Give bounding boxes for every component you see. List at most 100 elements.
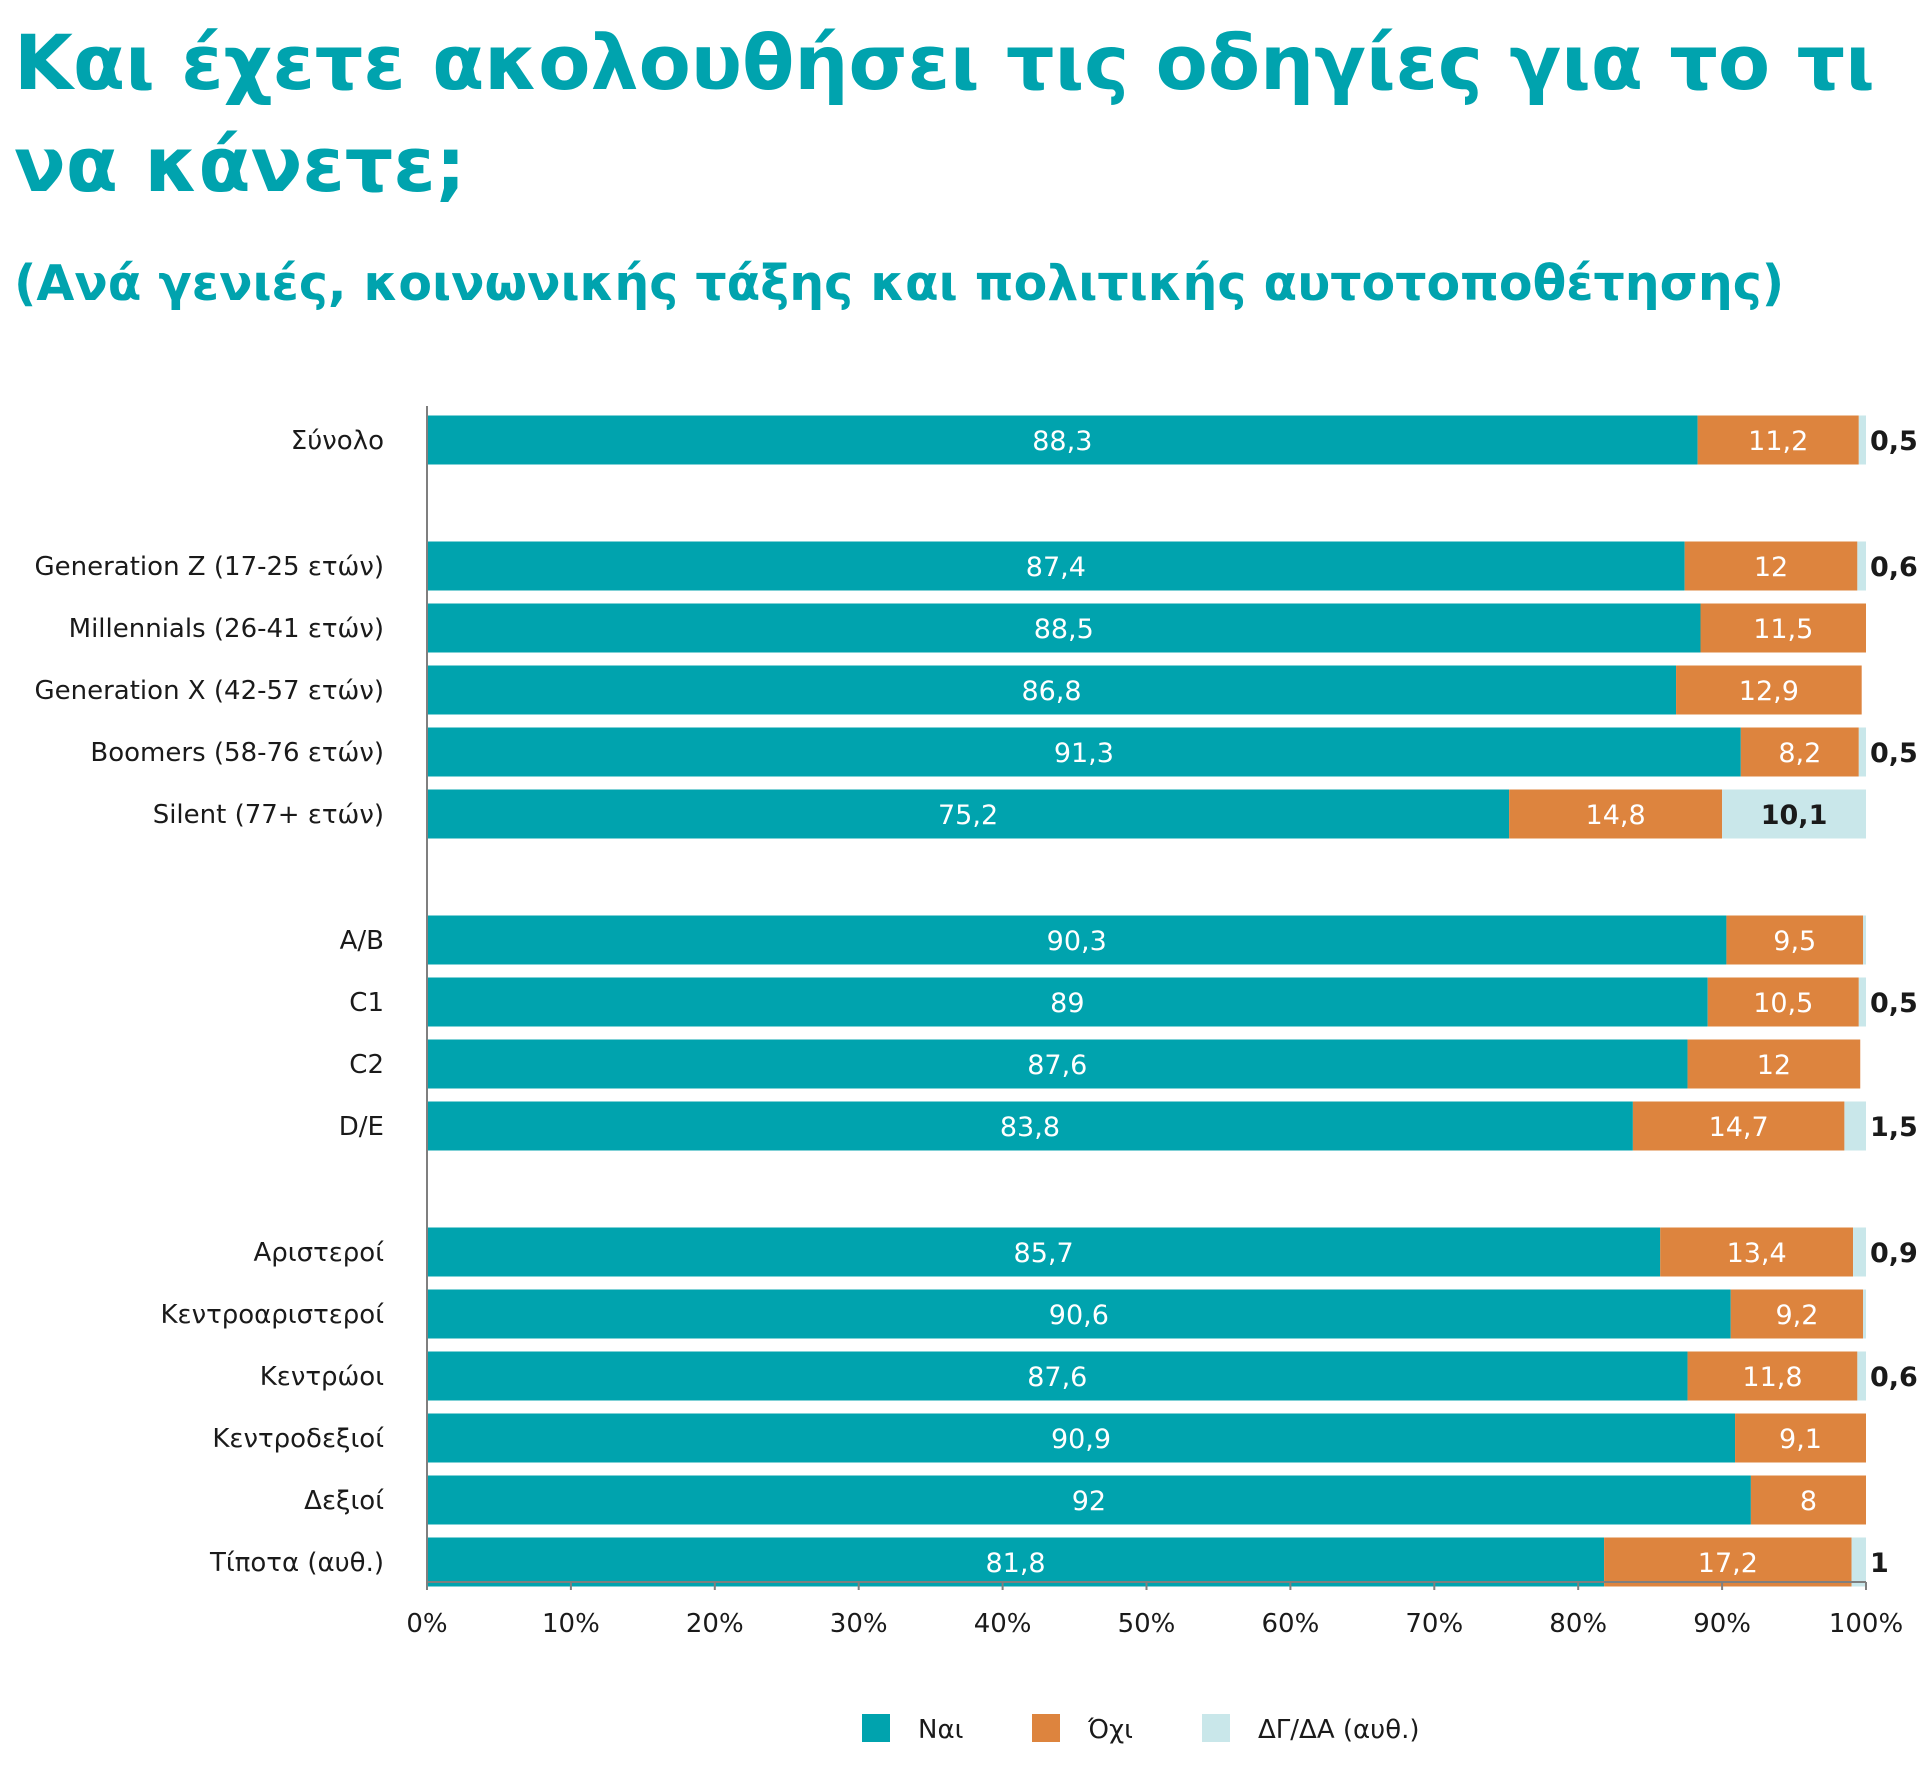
data-label-oxi: 12 — [1754, 552, 1788, 583]
data-label-oxi: 11,5 — [1753, 614, 1813, 645]
data-label-nai: 91,3 — [1054, 738, 1114, 769]
category-label: Κεντροδεξιοί — [212, 1424, 384, 1454]
x-tick-label: 40% — [974, 1609, 1032, 1639]
data-label-nai: 90,6 — [1049, 1300, 1109, 1331]
x-tick-label: 10% — [542, 1609, 600, 1639]
category-label: Generation Z (17-25 ετών) — [35, 552, 385, 582]
data-label-dk: 10,1 — [1761, 800, 1828, 831]
bar-row-15: Δεξιοί 92 8 — [304, 1475, 1866, 1525]
data-label-nai: 88,3 — [1032, 426, 1092, 457]
bar-segment-dk — [1863, 915, 1866, 965]
bar-segment-nai — [427, 415, 1698, 465]
bar-segment-oxi — [1687, 1039, 1861, 1089]
category-label: Τίποτα (αυθ.) — [209, 1548, 384, 1578]
x-tick-label: 30% — [830, 1609, 888, 1639]
bar-row-1: Σύνολο 88,3 11,2 0,5 — [291, 415, 1918, 465]
bar-segment-oxi — [1730, 1289, 1864, 1339]
data-label-oxi: 8,2 — [1778, 738, 1821, 769]
data-label-oxi: 13,4 — [1727, 1238, 1787, 1269]
data-label-dk: 1 — [1870, 1548, 1889, 1579]
category-label: Generation X (42-57 ετών) — [35, 676, 385, 706]
data-label-oxi: 11,2 — [1748, 426, 1808, 457]
chart-subtitle: (Ανά γενιές, κοινωνικής τάξης και πολιτι… — [14, 255, 1785, 312]
data-label-nai: 92 — [1072, 1486, 1106, 1517]
x-tick-label: 60% — [1262, 1609, 1320, 1639]
bar-segment-nai — [427, 1537, 1605, 1587]
x-tick-label: 20% — [686, 1609, 744, 1639]
x-tick-label: 50% — [1118, 1609, 1176, 1639]
bar-segment-dk — [1863, 1289, 1866, 1339]
x-tick-label: 80% — [1549, 1609, 1607, 1639]
bar-segment-oxi — [1726, 915, 1864, 965]
data-label-oxi: 9,1 — [1779, 1424, 1822, 1455]
data-label-dk: 0,6 — [1870, 552, 1918, 583]
bar-segment-nai — [427, 977, 1708, 1027]
axis-layer: 0% 10% 20% 30% 40% 50% 60% 70% 80% 90% 100% — [406, 406, 1903, 1639]
data-label-nai: 87,6 — [1027, 1050, 1087, 1081]
bar-row-6: Silent (77+ ετών) 75,2 14,8 10,1 — [153, 789, 1866, 839]
bar-segment-nai — [427, 1039, 1688, 1089]
bar-segment-nai — [427, 541, 1685, 591]
bar-segment-dk — [1851, 1537, 1866, 1587]
bar-segment-oxi — [1509, 789, 1723, 839]
bar-segment-nai — [427, 1351, 1688, 1401]
data-label-nai: 83,8 — [1000, 1112, 1060, 1143]
bar-segment-nai — [427, 1475, 1751, 1525]
bar-segment-nai — [427, 603, 1701, 653]
bar-segment-oxi — [1700, 603, 1866, 653]
data-label-nai: 87,4 — [1026, 552, 1086, 583]
legend-label: Όχι — [1087, 1715, 1133, 1745]
bar-row-9: C2 87,6 12 — [349, 1039, 1861, 1089]
bar-segment-dk — [1844, 1101, 1866, 1151]
bar-segment-oxi — [1632, 1101, 1845, 1151]
data-label-nai: 75,2 — [938, 800, 998, 831]
category-label: Millennials (26-41 ετών) — [69, 614, 384, 644]
bar-row-4: Generation X (42-57 ετών) 86,8 12,9 — [35, 665, 1862, 715]
data-label-nai: 90,3 — [1047, 926, 1107, 957]
legend-item-dk: ΔΓ/ΔΑ (αυθ.) — [1202, 1714, 1420, 1745]
legend-swatch — [1202, 1714, 1230, 1742]
category-label: Αριστεροί — [254, 1238, 385, 1268]
bar-segment-nai — [427, 665, 1677, 715]
data-label-nai: 81,8 — [985, 1548, 1045, 1579]
category-label: Boomers (58-76 ετών) — [90, 738, 384, 768]
legend-label: Ναι — [918, 1715, 963, 1745]
x-tick-label: 100% — [1829, 1609, 1903, 1639]
data-label-dk: 0,5 — [1870, 738, 1918, 769]
bar-segment-nai — [427, 727, 1741, 777]
category-label: Α/Β — [340, 926, 384, 956]
bar-segment-dk — [1857, 1351, 1866, 1401]
data-label-oxi: 12 — [1757, 1050, 1791, 1081]
data-label-oxi: 14,8 — [1586, 800, 1646, 831]
legend-swatch — [1032, 1714, 1060, 1742]
category-label: C1 — [349, 988, 384, 1018]
bar-segment-oxi — [1604, 1537, 1852, 1587]
bar-segment-oxi — [1735, 1413, 1866, 1463]
data-label-nai: 85,7 — [1014, 1238, 1074, 1269]
data-label-oxi: 17,2 — [1698, 1548, 1758, 1579]
data-label-oxi: 9,5 — [1773, 926, 1816, 957]
bar-row-10: D/E 83,8 14,7 1,5 — [339, 1101, 1918, 1151]
bar-row-8: C1 89 10,5 0,5 — [349, 977, 1918, 1027]
data-label-oxi: 8 — [1800, 1486, 1817, 1517]
bar-segment-nai — [427, 915, 1727, 965]
data-label-nai: 90,9 — [1051, 1424, 1111, 1455]
bar-segment-oxi — [1697, 415, 1859, 465]
bar-row-2: Generation Z (17-25 ετών) 87,4 12 0,6 — [35, 541, 1918, 591]
bar-row-12: Κεντροαριστεροί 90,6 9,2 — [160, 1289, 1866, 1339]
bar-segment-oxi — [1676, 665, 1862, 715]
legend-label: ΔΓ/ΔΑ (αυθ.) — [1258, 1715, 1420, 1745]
bar-segment-nai — [427, 1289, 1731, 1339]
data-label-oxi: 11,8 — [1742, 1362, 1802, 1393]
bar-segment-dk — [1858, 977, 1866, 1027]
bar-segment-nai — [427, 1227, 1661, 1277]
legend: Ναι Όχι ΔΓ/ΔΑ (αυθ.) — [862, 1714, 1420, 1745]
data-label-nai: 86,8 — [1021, 676, 1081, 707]
bar-segment-dk — [1858, 727, 1866, 777]
bar-row-16: Τίποτα (αυθ.) 81,8 17,2 1 — [209, 1537, 1889, 1587]
bar-segment-dk — [1858, 415, 1866, 465]
category-label: C2 — [349, 1050, 384, 1080]
x-tick-label: 90% — [1693, 1609, 1751, 1639]
x-tick-label: 70% — [1405, 1609, 1463, 1639]
